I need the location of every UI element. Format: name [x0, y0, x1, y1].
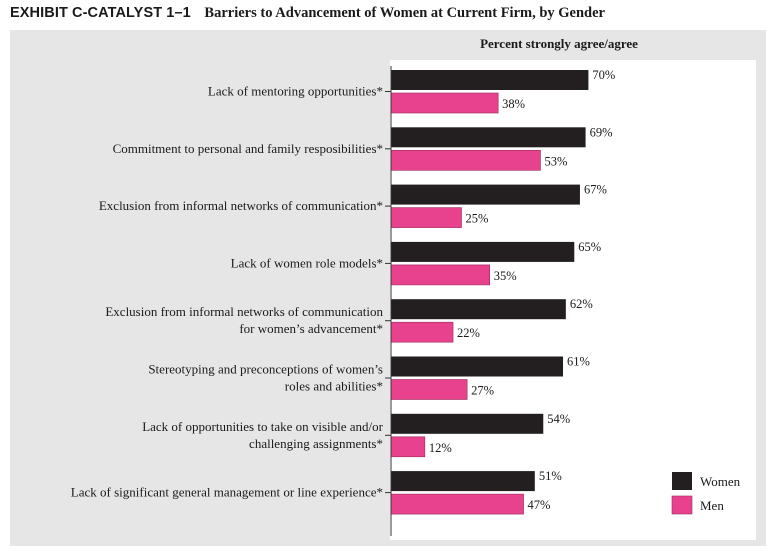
value-label-men: 12%: [429, 441, 452, 455]
legend-label-women: Women: [700, 474, 741, 489]
category-label: Exclusion from informal networks of comm…: [99, 198, 383, 213]
value-label-men: 25%: [466, 212, 489, 226]
value-label-men: 27%: [471, 384, 494, 398]
bar-women: [391, 471, 535, 492]
bar-women: [391, 70, 589, 90]
bar-men: [390, 150, 541, 171]
category-label: roles and abilities*: [285, 379, 383, 394]
category-label: Lack of opportunities to take on visible…: [142, 419, 383, 434]
value-label-women: 65%: [578, 240, 601, 254]
value-label-women: 67%: [584, 183, 607, 197]
bar-men: [390, 379, 468, 400]
legend-label-men: Men: [700, 498, 724, 513]
bar-men: [390, 321, 454, 343]
exhibit-title: EXHIBIT C-CATALYST 1–1 Barriers to Advan…: [10, 5, 605, 22]
value-label-men: 38%: [502, 97, 525, 111]
bar-men: [390, 92, 499, 114]
value-label-men: 47%: [528, 498, 551, 512]
bar-chart: Percent strongly agree/agree 70% 38% Lack o…: [71, 36, 756, 540]
category-label: challenging assignments*: [249, 436, 383, 451]
bar-women: [391, 356, 564, 377]
bar-women: [391, 299, 566, 320]
bar-women: [391, 241, 575, 262]
bar-men: [390, 493, 524, 515]
category-label: Stereotyping and preconceptions of women…: [148, 362, 383, 377]
value-label-women: 69%: [590, 125, 613, 139]
category-label: for women’s advancement*: [239, 321, 383, 336]
exhibit-name: Barriers to Advancement of Women at Curr…: [204, 5, 605, 21]
value-label-women: 51%: [539, 469, 562, 483]
category-label: Lack of women role models*: [231, 255, 383, 270]
legend-swatch-women: [672, 472, 692, 490]
category-label: Commitment to personal and family respos…: [113, 141, 383, 156]
bar-men: [390, 264, 490, 286]
value-label-women: 54%: [547, 412, 570, 426]
value-label-women: 70%: [592, 68, 615, 82]
legend-swatch-men: [671, 495, 693, 515]
value-label-women: 62%: [570, 297, 593, 311]
bar-men: [390, 436, 426, 458]
category-label: Lack of mentoring opportunities*: [208, 84, 383, 99]
value-label-men: 22%: [457, 326, 480, 340]
value-label-men: 53%: [544, 154, 567, 168]
value-label-men: 35%: [494, 269, 517, 283]
value-label-women: 61%: [567, 355, 590, 369]
bar-women: [391, 184, 580, 205]
column-header: Percent strongly agree/agree: [480, 36, 638, 51]
category-label: Exclusion from informal networks of comm…: [105, 304, 383, 319]
category-label: Lack of significant general management o…: [71, 485, 383, 500]
bar-women: [391, 413, 544, 434]
bar-men: [390, 207, 462, 228]
bar-women: [391, 127, 586, 148]
exhibit-label: EXHIBIT C-CATALYST 1–1: [10, 5, 191, 21]
chart-panel: Percent strongly agree/agree 70% 38% Lack o…: [10, 30, 766, 546]
